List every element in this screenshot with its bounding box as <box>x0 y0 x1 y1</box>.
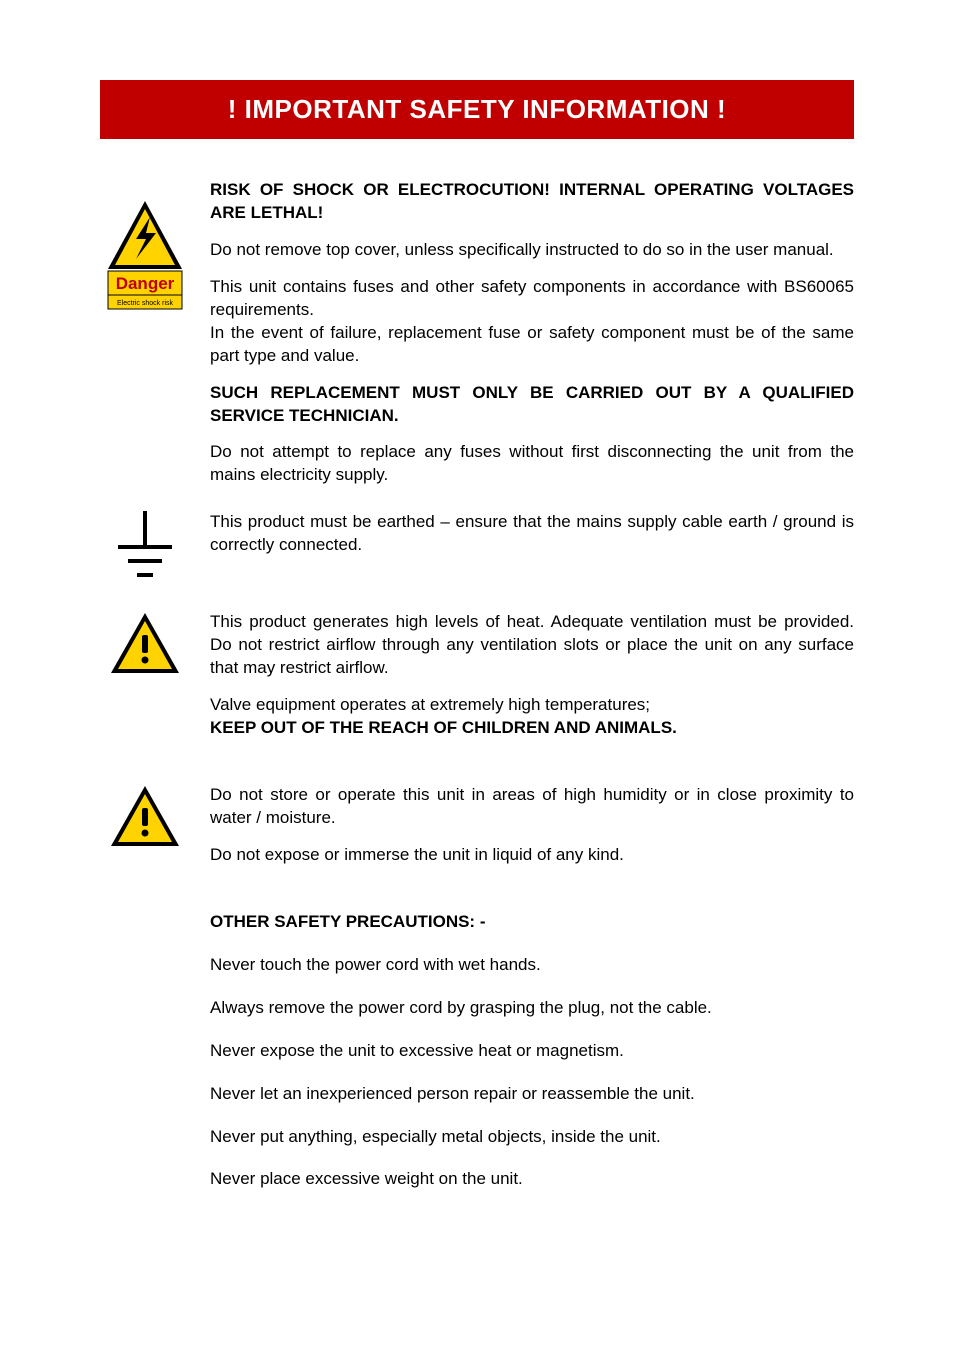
shock-p4: SUCH REPLACEMENT MUST ONLY BE CARRIED OU… <box>210 382 854 428</box>
page-title: ! IMPORTANT SAFETY INFORMATION ! <box>228 94 726 124</box>
earth-icon <box>118 511 172 581</box>
icon-col-earth <box>100 511 190 581</box>
heat-p1: This product generates high levels of he… <box>210 611 854 680</box>
text-col-moisture: Do not store or operate this unit in are… <box>190 784 854 881</box>
section-shock: Danger Electric shock risk RISK OF SHOCK… <box>100 179 854 501</box>
section-earth: This product must be earthed – ensure th… <box>100 511 854 581</box>
section-moisture: Do not store or operate this unit in are… <box>100 784 854 881</box>
shock-p3: In the event of failure, replacement fus… <box>210 322 854 368</box>
section-heat: This product generates high levels of he… <box>100 611 854 754</box>
other-item-0: Never touch the power cord with wet hand… <box>210 954 854 977</box>
other-item-3: Never let an inexperienced person repair… <box>210 1083 854 1106</box>
section-other: OTHER SAFETY PRECAUTIONS: - Never touch … <box>210 911 854 1192</box>
heat-p2: Valve equipment operates at extremely hi… <box>210 694 854 717</box>
shock-p1: Do not remove top cover, unless specific… <box>210 239 854 262</box>
other-item-1: Always remove the power cord by grasping… <box>210 997 854 1020</box>
safety-page: ! IMPORTANT SAFETY INFORMATION ! Danger … <box>0 0 954 1291</box>
other-item-5: Never place excessive weight on the unit… <box>210 1168 854 1191</box>
text-col-shock: RISK OF SHOCK OR ELECTROCUTION! INTERNAL… <box>190 179 854 501</box>
icon-col-shock: Danger Electric shock risk <box>100 179 190 314</box>
moisture-p1: Do not store or operate this unit in are… <box>210 784 854 830</box>
other-heading: OTHER SAFETY PRECAUTIONS: - <box>210 911 854 934</box>
danger-shock-icon: Danger Electric shock risk <box>106 199 184 314</box>
icon-col-moisture <box>100 784 190 848</box>
shock-p2: This unit contains fuses and other safet… <box>210 276 854 322</box>
other-item-2: Never expose the unit to excessive heat … <box>210 1040 854 1063</box>
shock-p5: Do not attempt to replace any fuses with… <box>210 441 854 487</box>
warning-heat-icon <box>109 611 181 675</box>
danger-label: Danger <box>116 274 175 293</box>
danger-sublabel: Electric shock risk <box>117 300 174 307</box>
earth-p1: This product must be earthed – ensure th… <box>210 511 854 557</box>
heat-p3: KEEP OUT OF THE REACH OF CHILDREN AND AN… <box>210 717 854 740</box>
other-item-4: Never put anything, especially metal obj… <box>210 1126 854 1149</box>
moisture-p2: Do not expose or immerse the unit in liq… <box>210 844 854 867</box>
warning-moisture-icon <box>109 784 181 848</box>
icon-col-heat <box>100 611 190 675</box>
text-col-heat: This product generates high levels of he… <box>190 611 854 754</box>
shock-heading: RISK OF SHOCK OR ELECTROCUTION! INTERNAL… <box>210 179 854 225</box>
page-title-bar: ! IMPORTANT SAFETY INFORMATION ! <box>100 80 854 139</box>
text-col-earth: This product must be earthed – ensure th… <box>190 511 854 571</box>
